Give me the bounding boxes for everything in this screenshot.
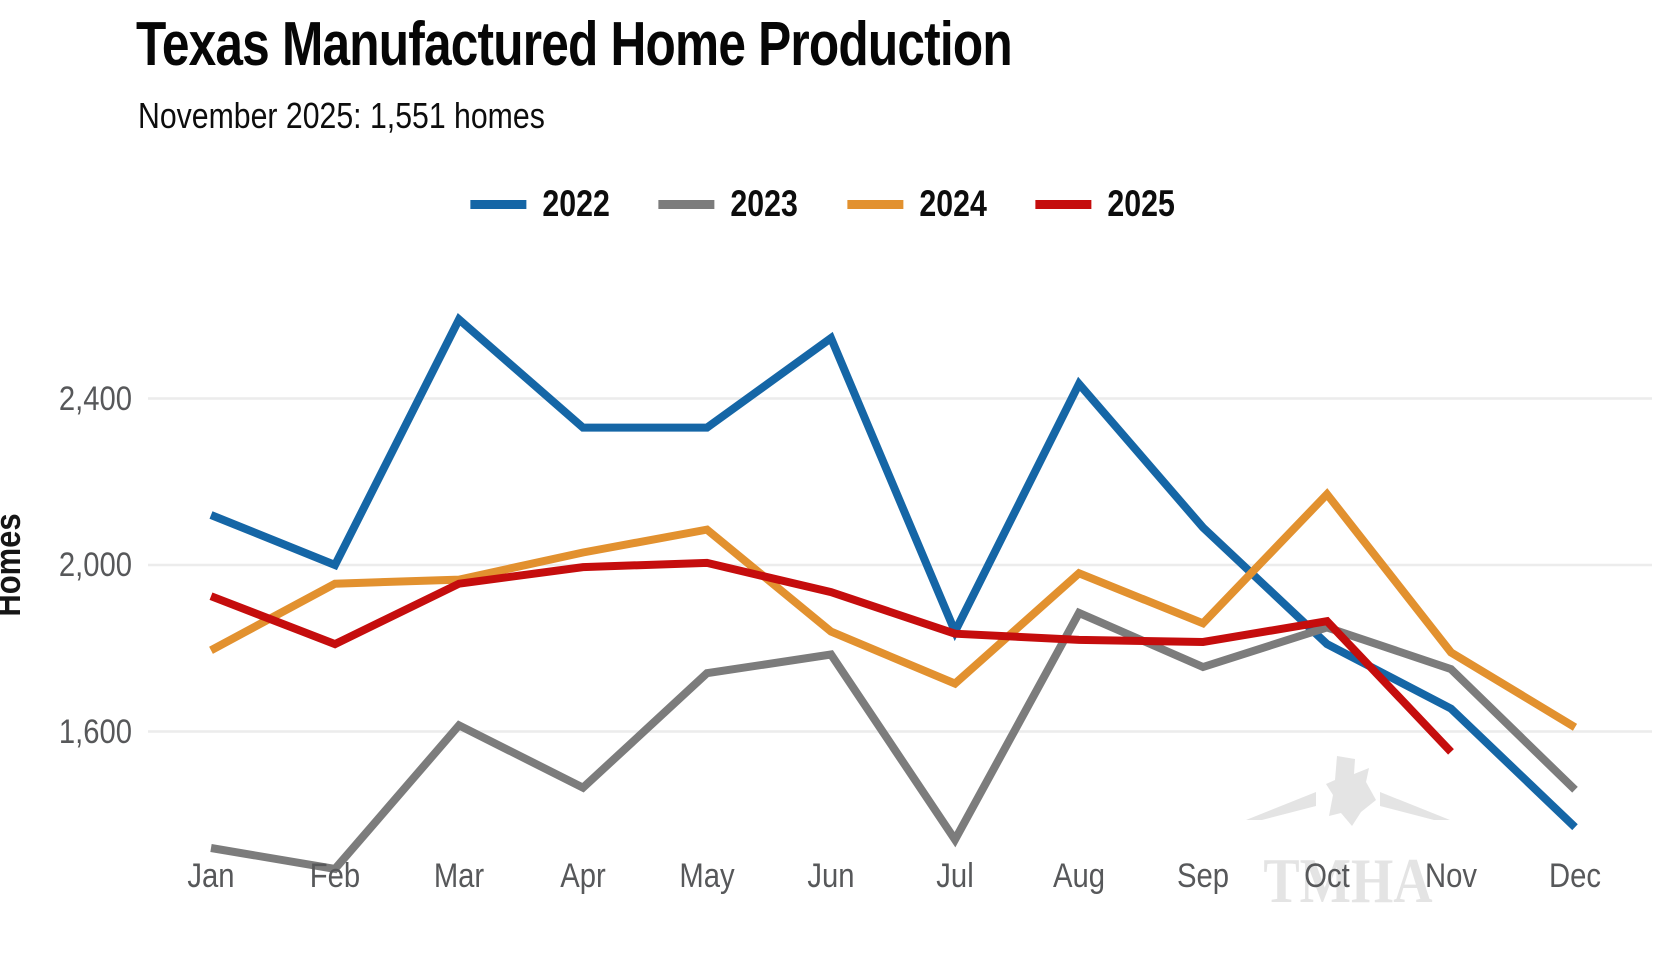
y-tick-label-2400: 2,400 <box>58 379 133 418</box>
series-line-2022 <box>209 313 1578 831</box>
watermark-letters: TMHA <box>1263 845 1432 908</box>
legend-item-2025: 2025 <box>1035 184 1189 224</box>
x-tick-label-jan: Jan <box>187 857 235 895</box>
watermark-roof-right <box>1380 792 1450 820</box>
legend-swatch-2022 <box>470 199 527 209</box>
legend-label-2025: 2025 <box>1107 183 1175 224</box>
watermark-texas-shape <box>1326 756 1376 826</box>
y-tick-label-2000: 2,000 <box>58 546 133 584</box>
legend-item-2024: 2024 <box>847 184 1001 224</box>
series-line-2023 <box>210 607 1578 874</box>
x-tick-label-apr: Apr <box>560 857 606 895</box>
x-tick-label-feb: Feb <box>309 857 361 895</box>
legend-item-2023: 2023 <box>658 183 813 224</box>
x-tick-label-may: May <box>679 857 735 895</box>
legend-label-2022: 2022 <box>542 183 610 224</box>
x-tick-label-nov: Nov <box>1424 857 1478 895</box>
chart-subtitle-text: November 2025: 1,551 homes <box>138 95 545 136</box>
x-tick-label-aug: Aug <box>1052 857 1106 895</box>
legend: 2022 2023 2024 2025 <box>470 184 1189 224</box>
series-line-2025 <box>209 558 1454 755</box>
chart-subtitle: November 2025: 1,551 homes <box>138 95 622 137</box>
legend-swatch-2023 <box>658 199 715 209</box>
legend-label-2023: 2023 <box>730 183 799 224</box>
legend-swatch-2025 <box>1035 199 1092 209</box>
legend-item-2022: 2022 <box>470 184 624 224</box>
legend-swatch-2024 <box>847 199 903 209</box>
x-tick-label-mar: Mar <box>433 857 485 895</box>
x-tick-label-jun: Jun <box>807 857 855 895</box>
series-line-2024 <box>209 488 1578 731</box>
x-tick-label-jul: Jul <box>936 857 974 895</box>
page-title: Texas Manufactured Home Production <box>136 10 1231 80</box>
x-tick-label-oct: Oct <box>1304 857 1350 895</box>
tmha-watermark-logo: TMHA <box>1238 750 1458 916</box>
y-tick-label-1600: 1,600 <box>58 712 133 751</box>
tmha-logo-graphic: TMHA <box>1246 756 1450 916</box>
legend-label-2024: 2024 <box>919 183 987 224</box>
page-title-text: Texas Manufactured Home Production <box>136 10 1013 79</box>
x-tick-label-dec: Dec <box>1548 857 1602 895</box>
x-tick-label-sep: Sep <box>1176 857 1230 895</box>
watermark-roof-left <box>1246 792 1316 820</box>
